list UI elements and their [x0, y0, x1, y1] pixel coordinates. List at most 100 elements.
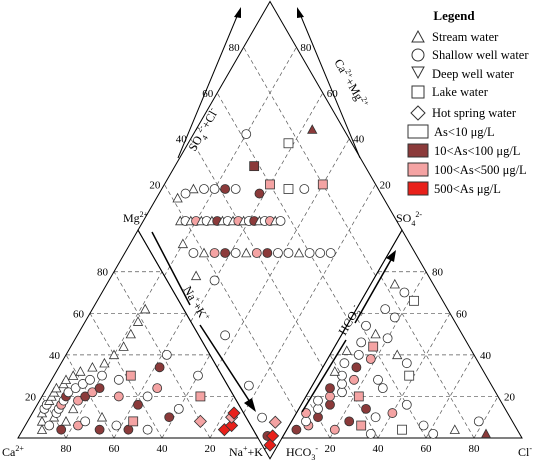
cation-point — [113, 374, 124, 385]
cation-point — [60, 416, 72, 426]
cation-point — [140, 303, 151, 314]
diamond-left-tick: 80 — [229, 42, 241, 54]
arrow-nak-head — [244, 398, 256, 412]
cation-point — [80, 416, 91, 427]
diamond-point — [251, 248, 262, 258]
cation-point — [142, 424, 153, 435]
anion-point — [428, 428, 439, 439]
legend-label-shallow: Shallow well water — [432, 48, 529, 62]
anion-grid-line — [329, 354, 379, 439]
anion-grid-line — [377, 271, 475, 439]
arrow-so4 — [354, 257, 393, 324]
diamond-right-tick: 80 — [300, 42, 312, 54]
diamond-point — [209, 184, 220, 194]
cation-grid-line — [113, 313, 187, 439]
diamond-point — [190, 270, 202, 281]
cation-point — [77, 379, 88, 389]
anion-point — [389, 312, 400, 323]
diamond-point — [283, 138, 294, 149]
grid-lines — [41, 47, 499, 439]
arrow-so4cl-head — [234, 7, 241, 18]
diamond-point — [199, 184, 209, 194]
diamond-point — [220, 330, 231, 341]
cation-point — [193, 414, 207, 428]
anion-point — [339, 358, 350, 369]
anion-point — [401, 399, 412, 410]
legend-label-as-low: As<10 μg/L — [434, 125, 495, 139]
legend-title: Legend — [433, 8, 475, 23]
legend-label-lake: Lake water — [432, 85, 489, 99]
anion-right-tick: 40 — [480, 350, 492, 362]
anion-point — [373, 374, 383, 385]
anion-point — [404, 370, 415, 381]
diamond-point — [209, 248, 220, 258]
anion-point — [353, 349, 364, 360]
cation-point — [164, 412, 175, 423]
cation-point — [111, 420, 122, 431]
cation-point — [227, 406, 241, 420]
cation-left-tick: 40 — [49, 350, 61, 362]
legend-label-hotspring: Hot spring water — [432, 106, 517, 120]
diamond-grid-line — [216, 92, 350, 322]
cation-point — [70, 383, 81, 394]
diamond-point — [188, 183, 199, 194]
label-cl: Cl- — [518, 444, 532, 459]
anion-point — [380, 304, 391, 315]
legend-label-as-vhigh: 500<As μg/L — [434, 182, 501, 196]
anion-point — [325, 399, 335, 410]
tick-labels: 80 60 40 20 20 40 60 80 20 40 60 80 20 40 60 80 20 40 60 80… — [25, 42, 516, 455]
cation-point — [152, 383, 163, 394]
cation-point — [97, 370, 107, 381]
cation-point — [80, 391, 91, 402]
diamond-point — [266, 429, 280, 443]
arrow-so4-head — [386, 250, 396, 262]
label-hco3: HCO3- — [286, 444, 318, 462]
diamond-point — [249, 161, 260, 172]
cation-left-tick: 20 — [25, 391, 37, 403]
anion-point — [313, 395, 323, 406]
cation-point — [87, 387, 98, 398]
legend: Legend Stream water Shallow well water D… — [407, 8, 529, 196]
arrow-hco3 — [301, 339, 347, 413]
anion-point — [313, 412, 323, 423]
cation-grid-line — [65, 354, 115, 439]
cation-point — [96, 411, 108, 422]
legend-color-low-swatch — [407, 124, 429, 139]
diamond-point — [230, 184, 241, 194]
anion-point — [337, 379, 347, 389]
cation-point — [154, 362, 165, 373]
diamond-point — [241, 129, 252, 140]
cation-point — [125, 328, 136, 339]
label-so4-cl: SO42-+Cl- — [185, 105, 224, 155]
diamond-point — [220, 184, 231, 194]
cation-point — [94, 424, 105, 435]
cation-point — [73, 395, 83, 406]
diamond-left-tick: 60 — [202, 88, 214, 100]
legend-color-high-swatch — [407, 162, 429, 177]
anion-point — [313, 404, 323, 414]
diamond-frame — [137, 0, 403, 460]
diamond-left-tick: 40 — [176, 134, 188, 146]
legend-label-as-mid: 10<As<100 μg/L — [434, 144, 520, 158]
diamond-point — [283, 184, 294, 194]
anion-point — [344, 416, 355, 427]
cation-point — [44, 420, 55, 431]
anion-point — [399, 287, 410, 298]
arrow-nak — [199, 324, 251, 403]
diamond-point — [307, 124, 318, 134]
anion-point — [301, 408, 311, 418]
anion-point — [349, 374, 359, 385]
label-nak: Na++K+ — [229, 444, 268, 459]
diamond-point — [304, 248, 315, 258]
label-ca-mg: Ca2++Mg2+ — [331, 56, 371, 111]
cation-point — [132, 316, 144, 326]
anion-point — [387, 408, 398, 418]
anion-point — [356, 337, 367, 348]
cation-point — [133, 399, 143, 410]
cation-point — [108, 349, 120, 360]
cation-left-tick: 80 — [97, 267, 109, 279]
cation-point — [225, 418, 239, 433]
diamond-point — [273, 248, 283, 258]
diamond-point — [257, 412, 267, 423]
